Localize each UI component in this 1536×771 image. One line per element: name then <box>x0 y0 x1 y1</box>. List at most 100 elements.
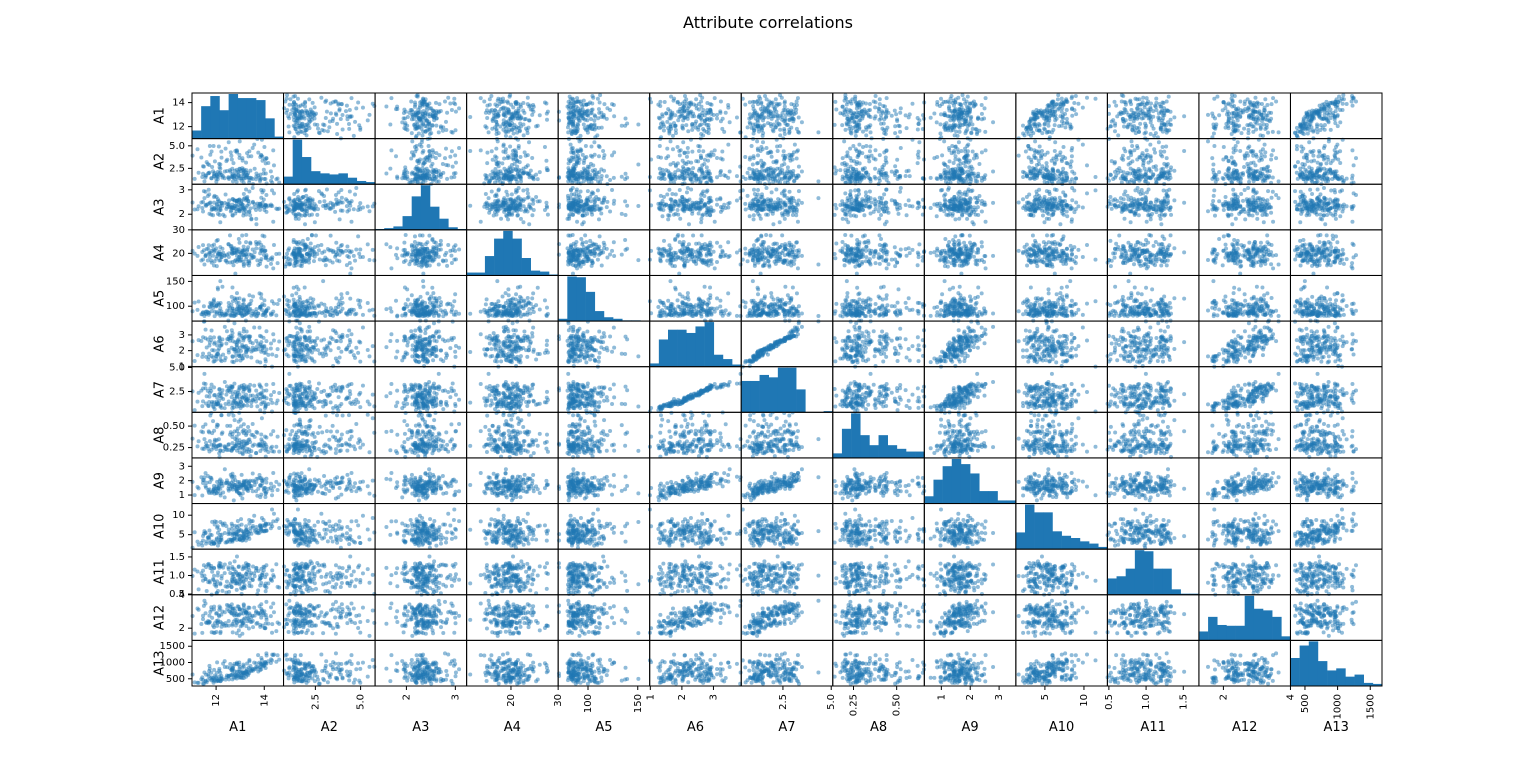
point-A2-A1-48 <box>228 150 233 155</box>
point-A1-A5-140 <box>611 102 616 107</box>
point-A1-A8-160 <box>894 112 899 117</box>
point-A2-A9-155 <box>953 154 958 159</box>
point-A1-A12-172 <box>1212 116 1217 121</box>
point-A1-A10-142 <box>1034 115 1039 120</box>
point-A3-A1-171 <box>263 203 268 208</box>
point-A3-A2-176 <box>323 206 328 211</box>
point-A2-A1-157 <box>254 177 258 182</box>
point-A2-A12-136 <box>1258 149 1263 154</box>
point-A1-A7-175 <box>774 119 779 124</box>
point-A2-A4-148 <box>527 140 532 145</box>
point-A2-A9-176 <box>961 161 966 166</box>
point-A1-A8-96 <box>895 119 900 124</box>
point-A2-A10-14 <box>1033 139 1038 144</box>
point-A2-A1-147 <box>206 171 211 176</box>
point-A3-A2-94 <box>309 212 314 217</box>
point-A1-A3-120 <box>421 129 426 134</box>
point-A2-A13-126 <box>1338 160 1343 165</box>
point-A1-A5-172 <box>580 116 585 121</box>
point-A3-A4-167 <box>528 206 533 211</box>
point-A1-A13-170 <box>1301 123 1306 128</box>
point-A2-A1-171 <box>263 161 268 166</box>
point-A2-A9-121 <box>935 177 940 182</box>
point-A1-A8-125 <box>903 113 908 118</box>
point-A2-A6-96 <box>702 157 707 162</box>
point-A1-A6-154 <box>669 94 674 99</box>
point-A2-A1-167 <box>248 168 253 173</box>
cell-A2-vs-A4 <box>466 137 559 186</box>
point-A1-A12-125 <box>1264 113 1269 118</box>
point-A3-A1-61 <box>254 222 259 227</box>
point-A2-A13-176 <box>1328 161 1333 166</box>
point-A2-A7-148 <box>761 140 766 145</box>
point-A1-A12-134 <box>1232 93 1237 98</box>
point-A3-A2-177 <box>294 202 299 207</box>
point-A3-A1-17 <box>200 206 205 211</box>
point-A2-A12-50 <box>1270 175 1275 180</box>
point-A2-A9-162 <box>971 156 976 161</box>
point-A3-A1-172 <box>230 213 235 218</box>
point-A1-A8-165 <box>866 114 871 119</box>
point-A1-A11-41 <box>1138 121 1143 126</box>
point-A2-A13-170 <box>1301 177 1306 182</box>
point-A1-A5-79 <box>599 110 604 115</box>
point-A2-A6-109 <box>718 168 723 173</box>
point-A1-A7-135 <box>782 104 787 109</box>
cell-A2-vs-A10 <box>1015 137 1108 186</box>
point-A1-A10-131 <box>1085 95 1089 100</box>
hist-bar-A3-7 <box>439 218 449 230</box>
point-A1-A12-164 <box>1261 122 1266 127</box>
point-A2-A9-149 <box>976 171 981 176</box>
point-A2-A10-157 <box>1052 177 1057 182</box>
point-A1-A10-133 <box>1036 121 1041 126</box>
point-A1-A6-60 <box>673 113 678 118</box>
point-A2-A1-137 <box>201 164 206 169</box>
point-A1-A10-169 <box>1022 133 1027 138</box>
point-A1-A6-110 <box>678 107 683 111</box>
point-A2-A3-137 <box>429 164 434 169</box>
point-A1-A12-32 <box>1255 110 1260 115</box>
point-A1-A11-135 <box>1158 104 1163 109</box>
point-A2-A12-161 <box>1220 176 1225 181</box>
point-A1-A8-153 <box>868 130 873 135</box>
point-A1-A2-159 <box>311 112 316 117</box>
point-A2-A1-129 <box>250 145 255 150</box>
point-A1-A9-173 <box>952 113 957 118</box>
point-A2-A7-104 <box>792 179 797 184</box>
point-A1-A9-135 <box>965 104 970 109</box>
point-A1-A9-63 <box>957 102 962 107</box>
point-A1-A4-139 <box>509 128 514 133</box>
point-A1-A9-161 <box>952 108 957 113</box>
point-A2-A8-158 <box>848 179 853 184</box>
point-A1-A5-26 <box>602 102 607 107</box>
point-A1-A2-145 <box>336 102 341 107</box>
point-A1-A12-101 <box>1264 125 1269 130</box>
point-A2-A4-159 <box>493 167 498 172</box>
point-A2-A9-164 <box>970 166 975 171</box>
point-A1-A2-177 <box>294 118 299 123</box>
point-A2-A10-118 <box>1093 175 1098 180</box>
point-A1-A10-141 <box>1031 131 1036 136</box>
point-A1-A5-153 <box>566 130 571 135</box>
point-A1-A12-148 <box>1235 118 1240 123</box>
point-A2-A12-74 <box>1247 179 1252 184</box>
point-A1-A2-173 <box>299 113 304 118</box>
point-A3-A5-58 <box>574 187 579 192</box>
point-A2-A8-139 <box>882 162 887 167</box>
point-A1-A13-81 <box>1338 120 1343 125</box>
point-A1-A6-174 <box>664 111 669 116</box>
point-A1-A2-90 <box>358 127 363 132</box>
point-A2-A8-75 <box>857 142 862 147</box>
point-A1-A3-170 <box>430 123 435 128</box>
point-A1-A7-7 <box>796 115 801 120</box>
point-A2-A1-131 <box>271 163 276 168</box>
point-A1-A8-71 <box>867 108 872 113</box>
cell-A3-vs-A5 <box>556 183 651 231</box>
point-A1-A13-134 <box>1350 93 1355 98</box>
point-A1-A10-161 <box>1045 108 1050 113</box>
point-A2-A5-131 <box>591 163 596 168</box>
point-A1-A8-149 <box>879 116 884 121</box>
point-A1-A11-154 <box>1166 94 1171 99</box>
cell-A2-vs-A6 <box>647 137 743 186</box>
point-A2-A8-87 <box>862 166 867 171</box>
